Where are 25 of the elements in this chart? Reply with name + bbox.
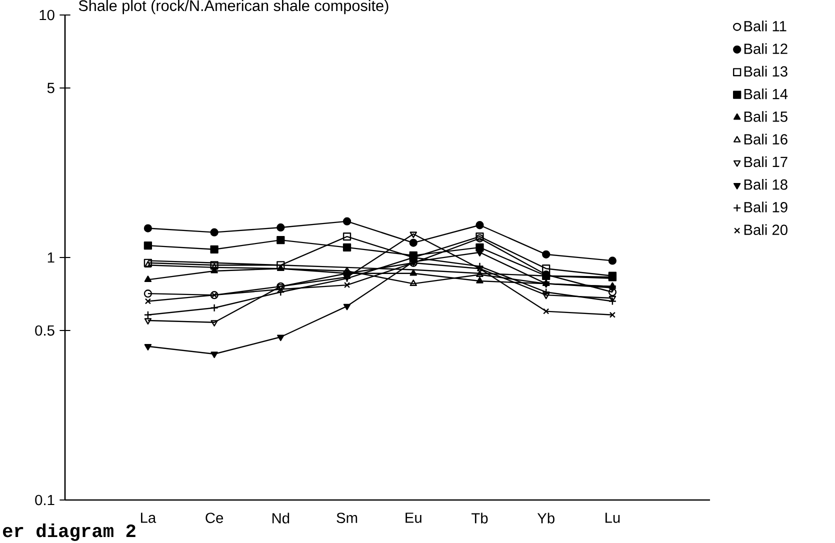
legend-label: Bali 12 xyxy=(744,43,788,54)
legend-label: Bali 15 xyxy=(744,111,788,122)
legend-label: Bali 11 xyxy=(744,20,786,32)
x-tick-label: Yb xyxy=(537,512,554,524)
legend-label: Bali 18 xyxy=(744,179,788,190)
legend-label: Bali 19 xyxy=(744,202,788,212)
legend-label: Bali 20 xyxy=(744,224,788,236)
legend-label: Bali 16 xyxy=(744,134,788,145)
text: er diagram 2 xyxy=(2,523,136,541)
x-tick-label: La xyxy=(141,512,156,523)
legend-label: Bali 14 xyxy=(744,88,788,100)
y-tick-label: 10 xyxy=(40,10,54,20)
y-tick-label: 5 xyxy=(47,82,54,94)
y-tick-label: 1 xyxy=(48,252,54,263)
x-tick-label: Eu xyxy=(406,512,422,523)
x-tick-label: Sm xyxy=(336,512,358,524)
y-tick-label: 0.5 xyxy=(35,325,54,336)
x-tick-label: Ce xyxy=(206,512,224,524)
x-tick-label: Lu xyxy=(606,512,620,523)
y-tick-label: 0.1 xyxy=(35,494,54,506)
chart-title: Shale plot (rock/N.American shale composite) xyxy=(78,0,388,14)
x-tick-label: Tb xyxy=(472,512,488,524)
legend-label: Bali 13 xyxy=(744,66,788,77)
x-tick-label: Nd xyxy=(272,512,290,524)
legend-label: Bali 17 xyxy=(744,156,788,168)
